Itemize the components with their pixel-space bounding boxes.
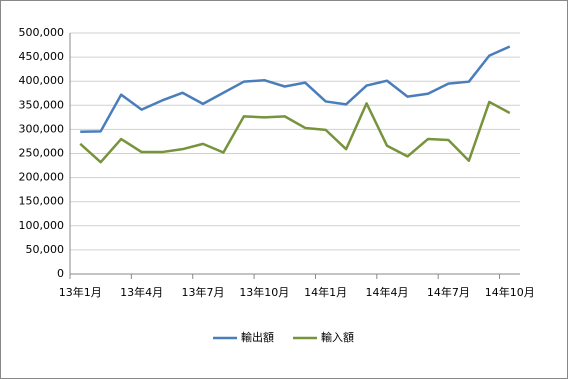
x-tick-label: 13年7月 (181, 285, 224, 299)
series-line (80, 45, 511, 134)
legend-label: 輸出額 (241, 330, 274, 344)
x-tick-label: 14年7月 (427, 285, 470, 299)
y-tick-label: 500,000 (19, 26, 65, 39)
x-tick-label: 14年10月 (485, 285, 535, 299)
y-tick-label: 100,000 (19, 219, 65, 232)
x-tick-label: 14年1月 (304, 285, 347, 299)
x-tick-label: 13年1月 (59, 285, 102, 299)
y-tick-label: 350,000 (19, 98, 65, 111)
x-tick-label: 13年10月 (239, 285, 289, 299)
y-tick-label: 400,000 (19, 74, 65, 87)
y-tick-label: 200,000 (19, 171, 65, 184)
y-tick-label: 150,000 (19, 195, 65, 208)
y-tick-label: 0 (57, 267, 64, 280)
y-tick-label: 300,000 (19, 122, 65, 135)
y-tick-label: 250,000 (19, 147, 65, 160)
y-tick-label: 50,000 (26, 243, 65, 256)
y-tick-label: 450,000 (19, 50, 65, 63)
x-tick-label: 13年4月 (120, 285, 163, 299)
series-line (79, 100, 511, 164)
x-tick-label: 14年4月 (366, 285, 409, 299)
legend-label: 輸入額 (321, 330, 354, 344)
